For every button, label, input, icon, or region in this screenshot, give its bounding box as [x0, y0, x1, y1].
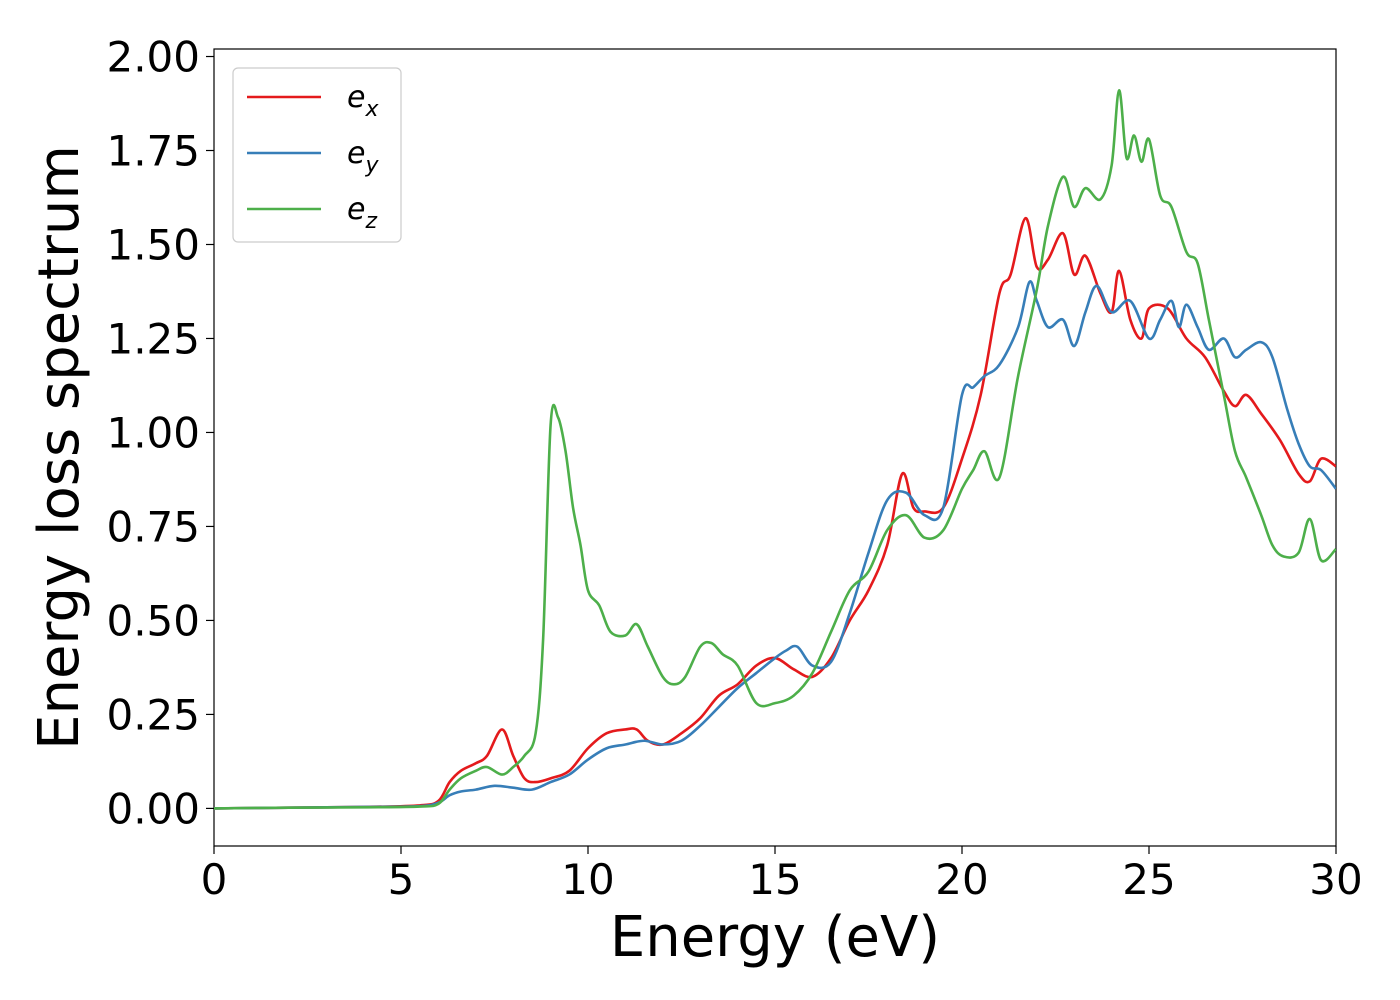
y-tick-label: 1.25: [106, 314, 200, 363]
y-tick-label: 1.75: [106, 127, 200, 176]
x-tick-label: 20: [935, 855, 988, 904]
y-tick-label: 0.50: [106, 596, 200, 645]
y-tick-label: 0.75: [106, 502, 200, 551]
y-tick-label: 2.00: [106, 33, 200, 82]
x-tick-label: 10: [561, 855, 614, 904]
x-axis-label: Energy (eV): [610, 905, 940, 970]
y-tick-label: 1.50: [106, 220, 200, 269]
y-axis-ticks: 0.00 0.25 0.50 0.75 1.00 1.25 1.50 1.75 2.00: [106, 33, 214, 833]
y-tick-label: 1.00: [106, 408, 200, 457]
series-line-e-x: [214, 216, 1336, 810]
y-tick-label: 0.00: [106, 784, 200, 833]
x-tick-label: 30: [1309, 855, 1362, 904]
x-axis-ticks: 0 5 10 15 20 25 30: [201, 846, 1363, 904]
x-tick-label: 0: [201, 855, 228, 904]
x-tick-label: 15: [748, 855, 801, 904]
legend-box: [232, 67, 402, 243]
series-group: [214, 89, 1336, 810]
y-tick-label: 0.25: [106, 690, 200, 739]
series-line-e-z: [214, 89, 1336, 810]
series-line-e-y: [214, 280, 1336, 810]
x-tick-label: 5: [388, 855, 415, 904]
y-axis-label: Energy loss spectrum: [27, 145, 92, 750]
x-tick-label: 25: [1122, 855, 1175, 904]
